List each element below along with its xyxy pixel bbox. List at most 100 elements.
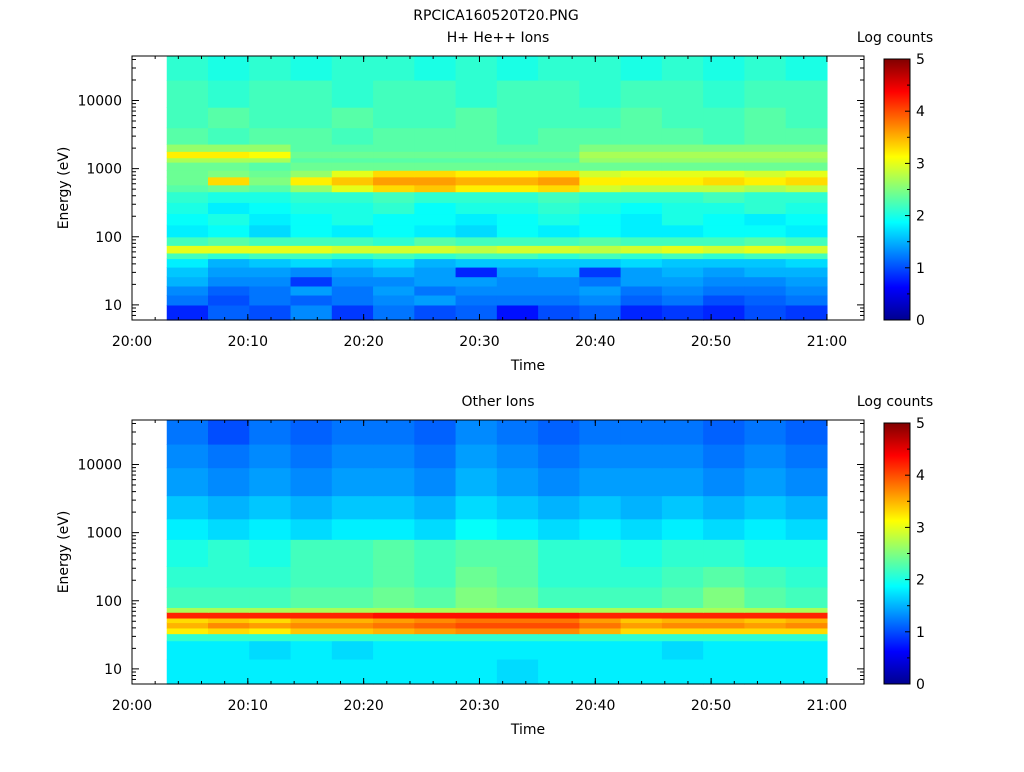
spectrogram-panel-h-he: H+ He++ Ions 20:00 20:10 20:20 20:30 20:40 20:… [56,30,933,374]
heatmap-cell [455,658,498,685]
heatmap-cell [620,276,663,287]
heatmap-cell [661,617,704,624]
heatmap-cell [579,245,622,254]
colorbar-label: Log counts [857,394,933,410]
heatmap-cell [166,443,209,469]
heatmap-cell [579,170,622,178]
heatmap-cell [703,191,746,203]
heatmap-cell [414,191,457,203]
heatmap-cell [373,467,415,497]
heatmap-cell [744,607,787,613]
heatmap-cell [166,566,209,588]
heatmap-cell [538,518,580,540]
heatmap-cell [744,640,787,660]
heatmap-cell [703,633,746,642]
heatmap-cell [538,184,580,193]
heatmap-cell [373,266,415,278]
heatmap-cell [496,294,539,306]
colorbar-tick-label: 1 [916,625,925,641]
heatmap-cell [290,617,333,624]
heatmap-cell [331,607,374,613]
heatmap-cell [373,640,415,660]
heatmap-cell [249,285,292,296]
heatmap-cell [744,107,787,129]
heatmap-cell [166,213,209,226]
heatmap-cell [331,162,374,171]
heatmap-cell [744,236,787,246]
x-tick-label: 21:00 [807,334,847,350]
heatmap-cell [538,633,580,642]
heatmap-cell [744,151,787,159]
heatmap-cell [290,258,333,268]
heatmap-cell [331,612,374,619]
heatmap-cell [496,191,539,203]
heatmap-cell [208,467,250,497]
heatmap-cell [455,252,498,260]
heatmap-cell [620,143,663,152]
heatmap-cell [414,151,457,159]
heatmap-cell [455,607,498,613]
heatmap-cell [373,304,415,321]
heatmap-cell [290,612,333,619]
heatmap-cell [538,252,580,260]
heatmap-cell [208,176,250,186]
heatmap-cell [373,252,415,260]
heatmap-cell [538,266,580,278]
heatmap-cell [620,539,663,567]
heatmap-cell [414,236,457,246]
heatmap-cell [331,224,374,238]
heatmap-cell [166,151,209,159]
heatmap-cell [496,252,539,260]
heatmap-cell [579,518,622,540]
heatmap-cell [208,157,250,163]
x-tick-label: 21:00 [807,698,847,714]
heatmap-cell [703,170,746,178]
heatmap-cell [496,566,539,588]
heatmap-cell [579,617,622,624]
heatmap-cell [785,245,828,254]
heatmap-cell [414,622,457,629]
heatmap-cell [166,143,209,152]
heatmap-cell [331,495,374,520]
heatmap-cell [661,566,704,588]
heatmap-cell [208,236,250,246]
colorbar-tick-label: 5 [916,52,925,68]
heatmap-cell [373,612,415,619]
heatmap-cell [744,658,787,685]
plot-frame [131,419,865,685]
heatmap-cell [538,162,580,171]
heatmap-cell [208,627,250,635]
heatmap-cell [373,245,415,254]
colorbar-label: Log counts [857,30,933,46]
heatmap-cell [290,566,333,588]
colorbar [883,422,911,685]
heatmap-cell [249,304,292,321]
heatmap-cell [579,294,622,306]
heatmap-cell [414,266,457,278]
heatmap-cell [620,252,663,260]
heatmap-cell [249,586,292,608]
x-axis-label: Time [510,358,545,374]
heatmap-cell [703,627,746,635]
heatmap-cell [785,151,828,159]
heatmap-cell [496,162,539,171]
heatmap-cell [496,539,539,567]
heatmap-cell [455,294,498,306]
heatmap-cell [703,294,746,306]
heatmap-cell [249,640,292,660]
heatmap-cell [208,162,250,171]
heatmap-cell [290,245,333,254]
heatmap-cell [166,258,209,268]
heatmap-cell [166,236,209,246]
heatmap-cell [703,495,746,520]
heatmap-cell [579,56,622,81]
heatmap-cell [661,107,704,129]
heatmap-cell [579,420,622,445]
heatmap-cell [620,107,663,129]
heatmap-cell [703,184,746,193]
colorbar-tick-label: 2 [916,209,925,225]
heatmap-cell [414,162,457,171]
heatmap-cell [166,294,209,306]
heatmap-cell [331,184,374,193]
heatmap-cell [703,266,746,278]
